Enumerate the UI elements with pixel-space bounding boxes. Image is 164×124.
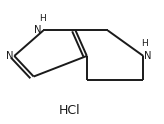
- Text: N: N: [144, 51, 152, 61]
- Text: N: N: [6, 51, 13, 61]
- Text: H: H: [141, 39, 147, 48]
- Text: N: N: [34, 26, 42, 35]
- Text: HCl: HCl: [58, 104, 80, 117]
- Text: H: H: [39, 14, 46, 23]
